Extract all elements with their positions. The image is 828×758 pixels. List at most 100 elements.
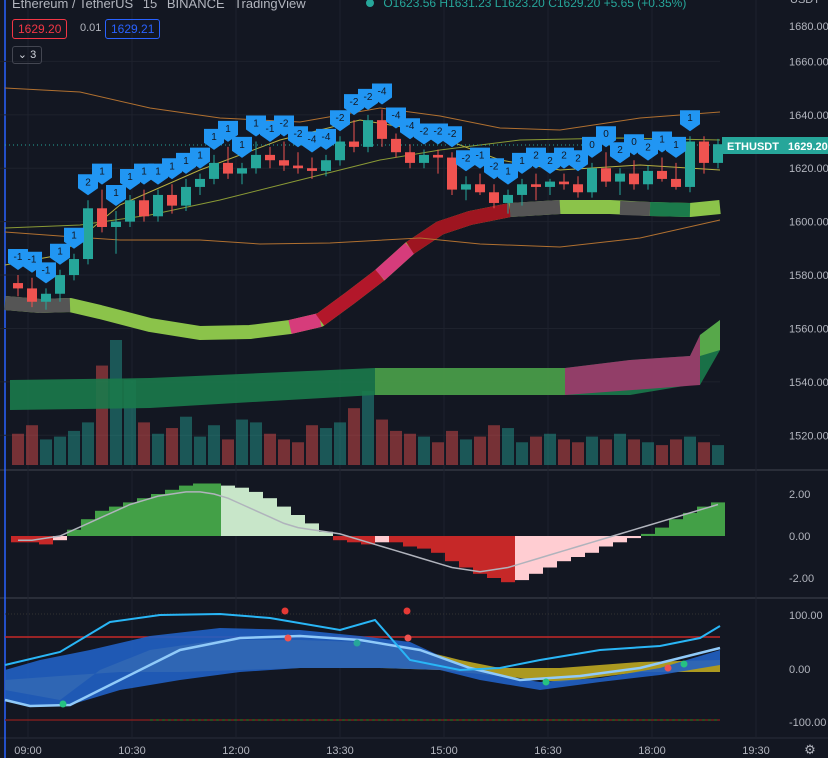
interval-label: 15 <box>142 0 158 11</box>
buy-button[interactable]: 1629.21 <box>105 19 161 39</box>
osc-signal-dot <box>281 607 289 615</box>
symbol-tag-name: ETHUSDT <box>727 141 779 153</box>
indicators-collapse-button[interactable]: ⌄ 3 <box>12 46 42 64</box>
macd-histogram-bar <box>319 531 333 536</box>
sell-button[interactable]: 1629.20 <box>12 19 68 39</box>
macd-histogram-bar <box>557 536 571 562</box>
candle-body <box>391 138 401 153</box>
macd-axis-label: 0.00 <box>789 531 810 543</box>
signal-label-text: -2 <box>294 129 303 140</box>
candle-body <box>167 194 177 206</box>
candle-body <box>97 208 107 227</box>
signal-label-text: 1 <box>183 156 189 167</box>
candle-body <box>447 157 457 190</box>
upper-envelope-line <box>4 87 721 131</box>
macd-histogram-bar <box>39 536 53 545</box>
signal-label-text: -4 <box>392 111 401 122</box>
candle-body <box>475 184 485 193</box>
candle-body <box>265 154 275 161</box>
macd-histogram-bar <box>417 536 431 549</box>
signal-label-text: -1 <box>28 255 37 266</box>
currency-label: USDT <box>790 0 820 6</box>
signal-label: 0 <box>582 136 602 158</box>
signal-label-text: -2 <box>434 127 443 138</box>
signal-label-marker <box>64 227 84 249</box>
volume-bar <box>348 408 360 465</box>
signal-label-text: -1 <box>476 151 485 162</box>
volume-bar <box>320 428 332 465</box>
macd-histogram-bar <box>529 536 543 574</box>
macd-histogram-bar <box>487 536 501 578</box>
macd-histogram-bar <box>655 527 669 536</box>
candle-body <box>559 181 569 185</box>
macd-histogram-bar <box>179 485 193 536</box>
macd-histogram-bar <box>501 536 515 583</box>
signal-label: 1 <box>64 227 84 249</box>
candle-body <box>685 141 695 187</box>
volume-bar <box>684 436 696 465</box>
signal-label-text: 1 <box>239 140 245 151</box>
symbol-price-tag: ETHUSDT 1629.20 <box>722 137 828 154</box>
candle-body <box>83 208 93 260</box>
volume-bar <box>26 425 38 465</box>
volume-bar <box>82 422 94 465</box>
price-axis-label: 1560.00 <box>789 323 828 335</box>
symbol-legend[interactable]: Ethereum / TetherUS 15 BINANCE TradingVi… <box>12 0 312 11</box>
volume-bar <box>474 436 486 465</box>
macd-axis-label: -2.00 <box>789 573 814 585</box>
volume-bar <box>194 436 206 465</box>
osc-axis-label: 0.00 <box>789 664 810 676</box>
osc-signal-dot <box>542 678 550 686</box>
macd-histogram-bar <box>333 536 347 541</box>
volume-bar <box>138 422 150 465</box>
volume-bar <box>166 428 178 465</box>
signal-label-marker <box>78 174 98 196</box>
candle-body <box>629 173 639 185</box>
signal-label-text: -1 <box>14 252 23 263</box>
volume-bar <box>12 433 24 465</box>
volume-bar <box>152 433 164 465</box>
signal-label-text: -2 <box>448 129 457 140</box>
ma-band-segment <box>375 242 415 281</box>
volume-bar <box>488 425 500 465</box>
signal-label: 1 <box>106 184 126 206</box>
volume-bar <box>670 439 682 465</box>
macd-histogram-bar <box>277 506 291 536</box>
candle-body <box>545 181 555 187</box>
signal-label-text: -2 <box>364 92 373 103</box>
candle-body <box>181 186 191 206</box>
macd-histogram-bar <box>711 502 725 536</box>
signal-label-text: -2 <box>280 119 289 130</box>
macd-histogram-bar <box>641 533 655 536</box>
macd-histogram-bar <box>123 502 137 536</box>
signal-label-text: 1 <box>687 113 693 124</box>
close-value: C1629.20 <box>548 0 601 10</box>
ma-band-segment <box>619 201 651 216</box>
gear-icon[interactable]: ⚙ <box>804 743 816 758</box>
volume-bar <box>586 436 598 465</box>
volume-bar <box>390 430 402 465</box>
signal-label: 1 <box>498 163 518 185</box>
macd-histogram-bar <box>137 498 151 536</box>
time-axis-label: 12:00 <box>222 745 250 757</box>
macd-histogram-bar <box>95 510 109 536</box>
macd-histogram-bar <box>11 536 25 543</box>
price-axis-label: 1540.00 <box>789 377 828 389</box>
macd-histogram-bar <box>669 519 683 536</box>
signal-label-text: 1 <box>505 167 511 178</box>
candle-body <box>419 154 429 163</box>
signal-label: 1 <box>92 163 112 185</box>
candle-body <box>209 162 219 179</box>
candle-body <box>139 200 149 217</box>
signal-label-marker <box>442 126 462 148</box>
signal-label-text: 0 <box>603 129 609 140</box>
signal-label-text: -2 <box>336 113 345 124</box>
signal-label-text: 2 <box>533 151 539 162</box>
candle-body <box>27 288 37 302</box>
volume-bar <box>306 425 318 465</box>
volume-bar <box>362 391 374 465</box>
time-axis-label: 13:30 <box>326 745 354 757</box>
macd-histogram-bar <box>347 536 361 543</box>
